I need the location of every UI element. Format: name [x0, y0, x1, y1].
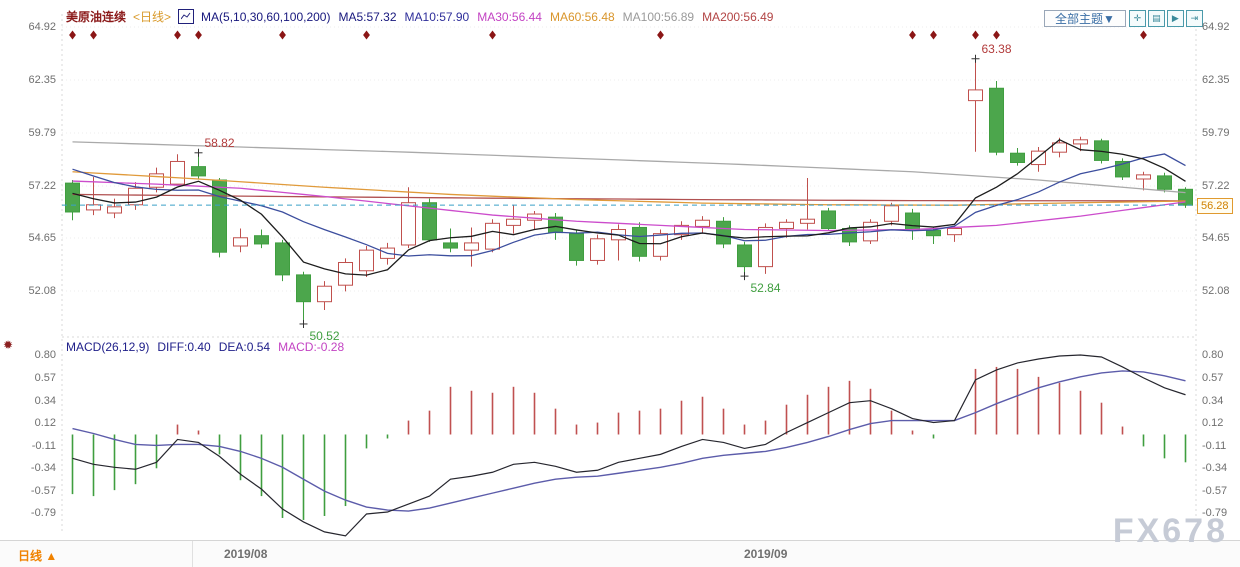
price-annotation: 50.52: [310, 329, 340, 343]
chart-header: 美原油连续 <日线> MA(5,10,30,60,100,200) MA5:57.…: [66, 8, 781, 25]
month-tick-label: 2019/08: [224, 547, 268, 561]
y-axis-label-left: 52.08: [28, 285, 56, 297]
instrument-title: 美原油连续: [66, 10, 127, 24]
month-tick-label: 2019/09: [744, 547, 788, 561]
panel-play-icon[interactable]: ▶: [1166, 10, 1184, 27]
y-axis-label-right: 0.57: [1202, 372, 1224, 384]
watermark-logo: FX678: [1112, 512, 1228, 550]
move-icon[interactable]: ✛: [1128, 10, 1146, 27]
macd-value-label: DEA:0.54: [218, 340, 271, 354]
y-axis-label-right: 64.92: [1202, 21, 1230, 33]
y-axis-label-left: 64.92: [28, 21, 56, 33]
macd-value-label: DIFF:0.40: [157, 340, 211, 354]
indicator-settings-icon[interactable]: ✹: [3, 338, 14, 352]
y-axis-label-left: 0.34: [34, 395, 56, 407]
ma-value-label: MA10:57.90: [404, 9, 470, 24]
y-axis-label-right: 54.65: [1202, 232, 1230, 244]
price-annotation: 63.38: [982, 42, 1012, 56]
y-axis-label-left: 59.79: [28, 127, 56, 139]
ma-value-label: MA100:56.89: [622, 9, 695, 24]
macd-value-label: MACD(26,12,9): [66, 340, 150, 354]
ma-value-label: MA30:56.44: [477, 9, 542, 24]
period-selector[interactable]: 日线 ▲: [18, 549, 58, 563]
y-axis-label-left: 0.57: [34, 372, 56, 384]
bottom-bar-divider: [192, 541, 193, 567]
y-axis-label-right: -0.79: [1202, 507, 1228, 519]
y-axis-label-left: 0.80: [34, 349, 56, 361]
last-price-badge: 56.28: [1197, 198, 1233, 214]
panel-shift-icon[interactable]: ⇥: [1185, 10, 1203, 27]
toolbar-icons: ✛ ▤ ▶ ⇥: [1128, 10, 1203, 27]
y-axis-label-right: 0.80: [1202, 349, 1224, 361]
y-axis-label-left: -0.11: [31, 440, 56, 452]
ma-values-row: MA(5,10,30,60,100,200) MA5:57.32 MA10:57.9…: [201, 10, 781, 24]
y-axis-label-right: -0.34: [1202, 462, 1228, 474]
y-axis-label-left: 57.22: [28, 180, 56, 192]
y-axis-label-right: 59.79: [1202, 127, 1230, 139]
y-axis-label-right: -0.11: [1202, 440, 1227, 452]
period-tag: <日线>: [133, 10, 172, 24]
y-axis-label-left: -0.57: [30, 485, 56, 497]
ma-value-label: MA(5,10,30,60,100,200): [201, 9, 331, 24]
ma-indicator-icon[interactable]: [178, 9, 195, 24]
y-axis-label-left: 0.12: [34, 417, 56, 429]
y-axis-label-right: 62.35: [1202, 74, 1230, 86]
ma-value-label: MA60:56.48: [549, 9, 615, 24]
price-annotation: 52.84: [751, 281, 781, 295]
y-axis-label-left: -0.34: [30, 462, 56, 474]
y-axis-label-right: 0.34: [1202, 395, 1224, 407]
y-axis-label-right: 57.22: [1202, 180, 1230, 192]
y-axis-label-left: 54.65: [28, 232, 56, 244]
macd-header: MACD(26,12,9) DIFF:0.40 DEA:0.54 MACD:-0.28: [66, 340, 344, 354]
macd-value-label: MACD:-0.28: [278, 340, 345, 354]
all-themes-button[interactable]: 全部主题▼: [1044, 10, 1126, 27]
y-axis-label-right: 0.12: [1202, 417, 1224, 429]
ma-value-label: MA200:56.49: [702, 9, 774, 24]
chart-toolbar: 全部主题▼ ✛ ▤ ▶ ⇥: [1044, 10, 1203, 27]
y-axis-label-right: -0.57: [1202, 485, 1228, 497]
y-axis-label-left: -0.79: [30, 507, 56, 519]
panel-grid-icon[interactable]: ▤: [1147, 10, 1165, 27]
y-axis-label-right: 52.08: [1202, 285, 1230, 297]
candlestick-chart-canvas[interactable]: 58.82 63.38 50.52 52.84: [0, 0, 1240, 540]
y-axis-label-left: 62.35: [28, 74, 56, 86]
price-annotation: 58.82: [205, 136, 235, 150]
ma-value-label: MA5:57.32: [338, 9, 397, 24]
bottom-bar: 日线 ▲ 2019/08 2019/09: [0, 540, 1240, 567]
